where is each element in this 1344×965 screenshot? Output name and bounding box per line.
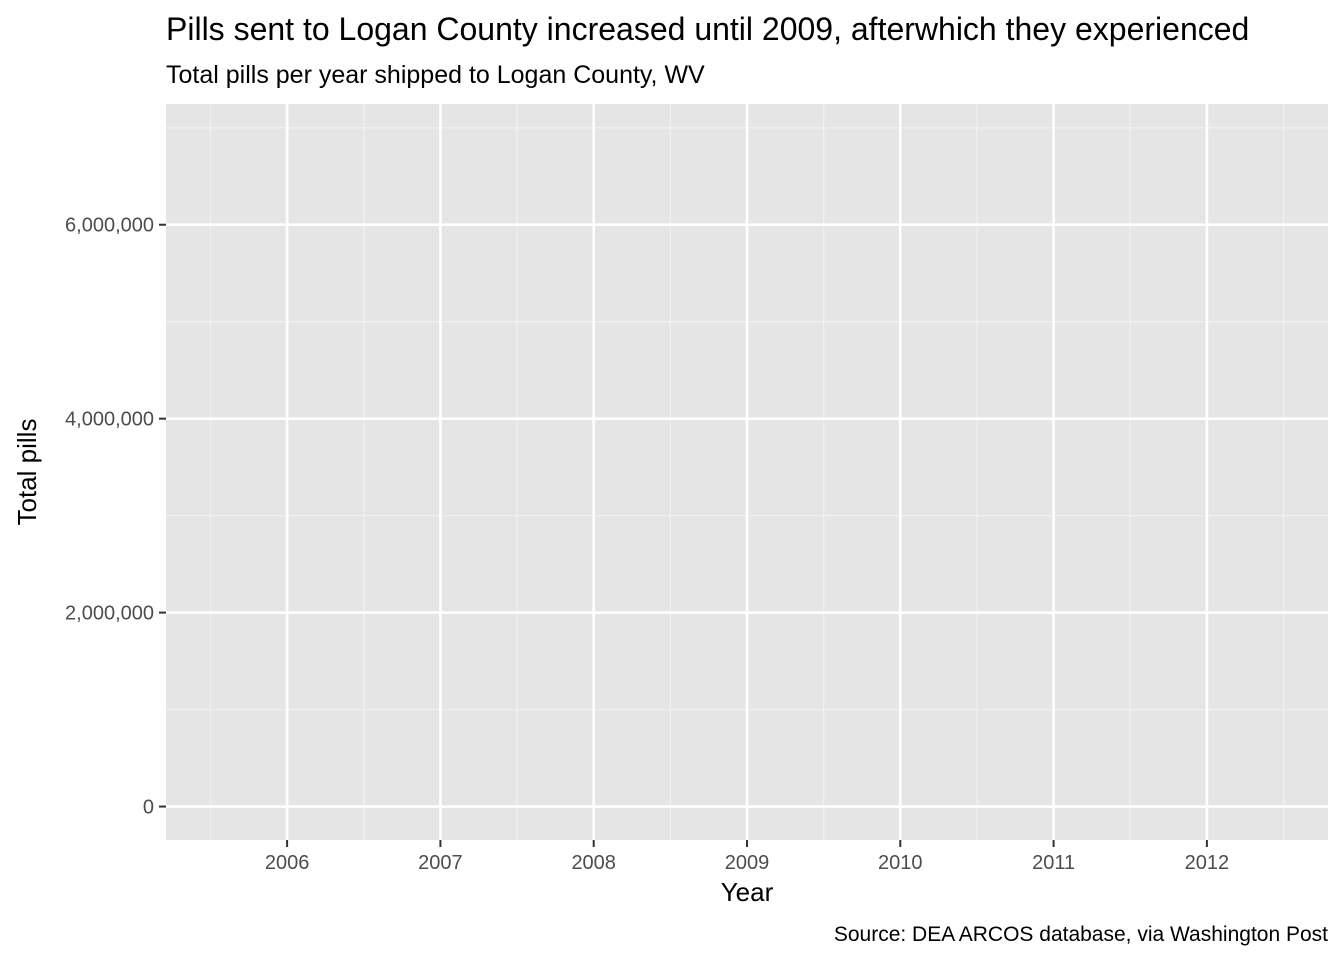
y-tick-label: 6,000,000 (65, 215, 154, 237)
x-tick-label: 2008 (571, 852, 616, 874)
y-tick-label: 4,000,000 (65, 409, 154, 431)
y-axis: 0 2,000,000 4,000,000 6,000,000 (65, 215, 166, 819)
y-tick-label: 2,000,000 (65, 603, 154, 625)
x-tick-label: 2012 (1185, 852, 1230, 874)
x-tick-label: 2007 (418, 852, 463, 874)
x-axis: 2006 2007 2008 2009 2010 2011 2012 (265, 840, 1229, 874)
chart-subtitle: Total pills per year shipped to Logan Co… (166, 61, 705, 89)
y-axis-label: Total pills (12, 419, 42, 526)
y-tick-label: 0 (143, 797, 154, 819)
x-tick-label: 2010 (878, 852, 923, 874)
x-tick-label: 2009 (725, 852, 770, 874)
chart-caption: Source: DEA ARCOS database, via Washingt… (834, 923, 1328, 946)
major-gridlines (166, 104, 1328, 840)
x-tick-label: 2011 (1032, 852, 1075, 874)
chart-title: Pills sent to Logan County increased unt… (166, 11, 1249, 47)
x-tick-label: 2006 (265, 852, 310, 874)
x-axis-label: Year (721, 877, 774, 907)
